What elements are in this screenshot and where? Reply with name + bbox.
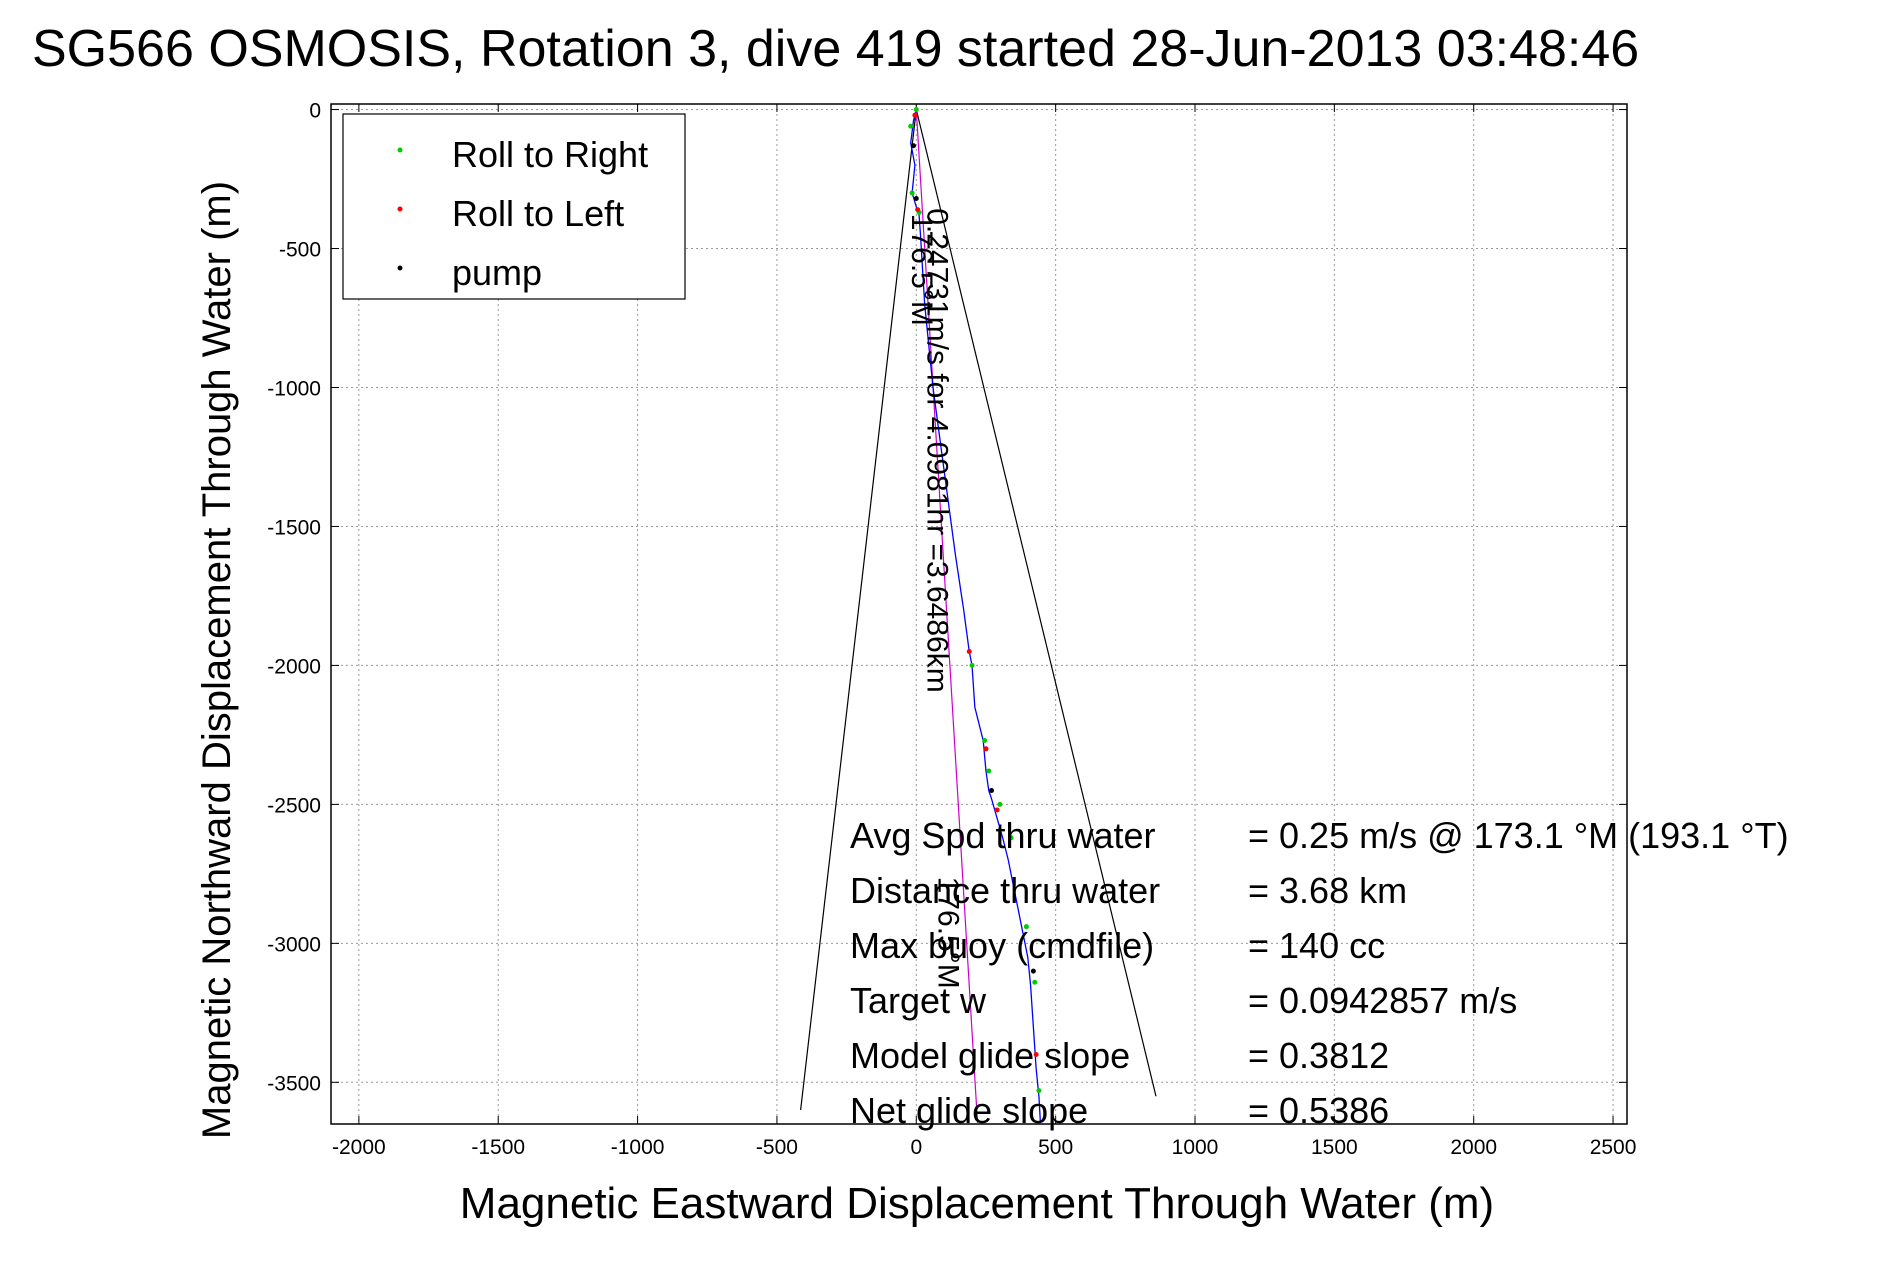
x-tick-label: 0 <box>910 1136 922 1159</box>
stat-label: Max buoy (cmdfile) <box>850 925 1154 966</box>
roll-right-point <box>908 123 914 129</box>
path-annotation: 176.5°M <box>905 214 938 326</box>
x-tick-label: 1500 <box>1311 1136 1358 1159</box>
pump-point <box>911 143 917 149</box>
dive-track-line <box>910 109 1041 1122</box>
roll-left-point <box>912 112 918 118</box>
y-tick-label: -500 <box>279 239 321 262</box>
roll-right-point <box>1023 924 1029 930</box>
x-tick-label: -1000 <box>611 1136 665 1159</box>
grid <box>331 104 1627 1124</box>
roll-right-point <box>982 737 988 743</box>
roll-right-point <box>1032 979 1038 985</box>
course-line <box>915 109 979 1125</box>
legend: Roll to Right Roll to Left pump <box>342 113 686 300</box>
y-tick-label: 0 <box>309 100 321 123</box>
roll-right-point <box>913 107 919 113</box>
cone-line-left <box>800 109 917 1111</box>
roll-left-point <box>915 207 921 213</box>
roll-right-point <box>986 768 992 774</box>
stat-value: = 0.25 m/s @ 173.1 °M (193.1 °T) <box>1248 815 1789 856</box>
legend-marker <box>397 265 403 271</box>
stat-value: = 0.5386 <box>1248 1090 1389 1131</box>
x-tick-label: 500 <box>1038 1136 1073 1159</box>
roll-left-point <box>1033 1052 1039 1058</box>
stat-label: Net glide slope <box>850 1090 1088 1131</box>
roll-right-point <box>1036 1088 1042 1094</box>
x-tick-label: 1000 <box>1172 1136 1219 1159</box>
roll-right-point <box>1008 835 1014 841</box>
roll-left-point <box>966 649 972 655</box>
stat-label: Distance thru water <box>850 870 1160 911</box>
axis-ticks: -2000 -1500 -1000 -500 0 500 1000 1500 2000 2500 0… <box>267 100 1636 1159</box>
roll-right-point <box>997 801 1003 807</box>
roll-right-point <box>969 662 975 668</box>
legend-marker <box>397 206 403 212</box>
y-tick-label: -1500 <box>267 516 321 539</box>
stat-value: = 0.0942857 m/s <box>1248 980 1517 1021</box>
legend-entry-label: pump <box>452 252 542 293</box>
stat-label: Target w <box>850 980 987 1021</box>
stat-value: = 140 cc <box>1248 925 1385 966</box>
plot-lines <box>800 109 1157 1125</box>
plot-points <box>908 107 1042 1094</box>
stats-block: Avg Spd thru water = 0.25 m/s @ 173.1 °M … <box>850 815 1789 1131</box>
y-tick-label: -3000 <box>267 933 321 956</box>
stat-value: = 0.3812 <box>1248 1035 1389 1076</box>
legend-marker <box>397 147 403 153</box>
y-tick-label: -3500 <box>267 1072 321 1095</box>
x-axis-label: Magnetic Eastward Displacement Through W… <box>460 1179 1494 1228</box>
legend-entry-label: Roll to Left <box>452 193 624 234</box>
x-tick-label: -500 <box>756 1136 798 1159</box>
x-tick-label: 2500 <box>1590 1136 1637 1159</box>
cone-line-right <box>915 109 1157 1097</box>
pump-point <box>989 787 995 793</box>
path-annotation: 176.5°M <box>932 877 965 989</box>
x-tick-label: -2000 <box>332 1136 386 1159</box>
path-annotation: 0.24731m/s for 4.0981hr =3.6486km <box>920 208 953 692</box>
roll-right-point <box>909 190 915 196</box>
legend-entry-label: Roll to Right <box>452 134 648 175</box>
y-tick-label: -2500 <box>267 794 321 817</box>
stat-label: Model glide slope <box>850 1035 1130 1076</box>
roll-left-point <box>983 746 989 752</box>
y-axis-label: Magnetic Northward Displacement Through … <box>195 181 239 1139</box>
annotations: 176.5°M0.24731m/s for 4.0981hr =3.6486km… <box>905 208 964 988</box>
y-tick-label: -1000 <box>267 377 321 400</box>
chart-title: SG566 OSMOSIS, Rotation 3, dive 419 star… <box>32 20 1639 78</box>
stat-label: Avg Spd thru water <box>850 815 1156 856</box>
stat-value: = 3.68 km <box>1248 870 1407 911</box>
x-tick-label: -1500 <box>471 1136 525 1159</box>
pump-point <box>913 195 919 201</box>
pump-point <box>1030 968 1036 974</box>
x-tick-label: 2000 <box>1450 1136 1497 1159</box>
plot-area <box>330 103 1628 1125</box>
y-tick-label: -2000 <box>267 655 321 678</box>
roll-left-point <box>994 807 1000 813</box>
